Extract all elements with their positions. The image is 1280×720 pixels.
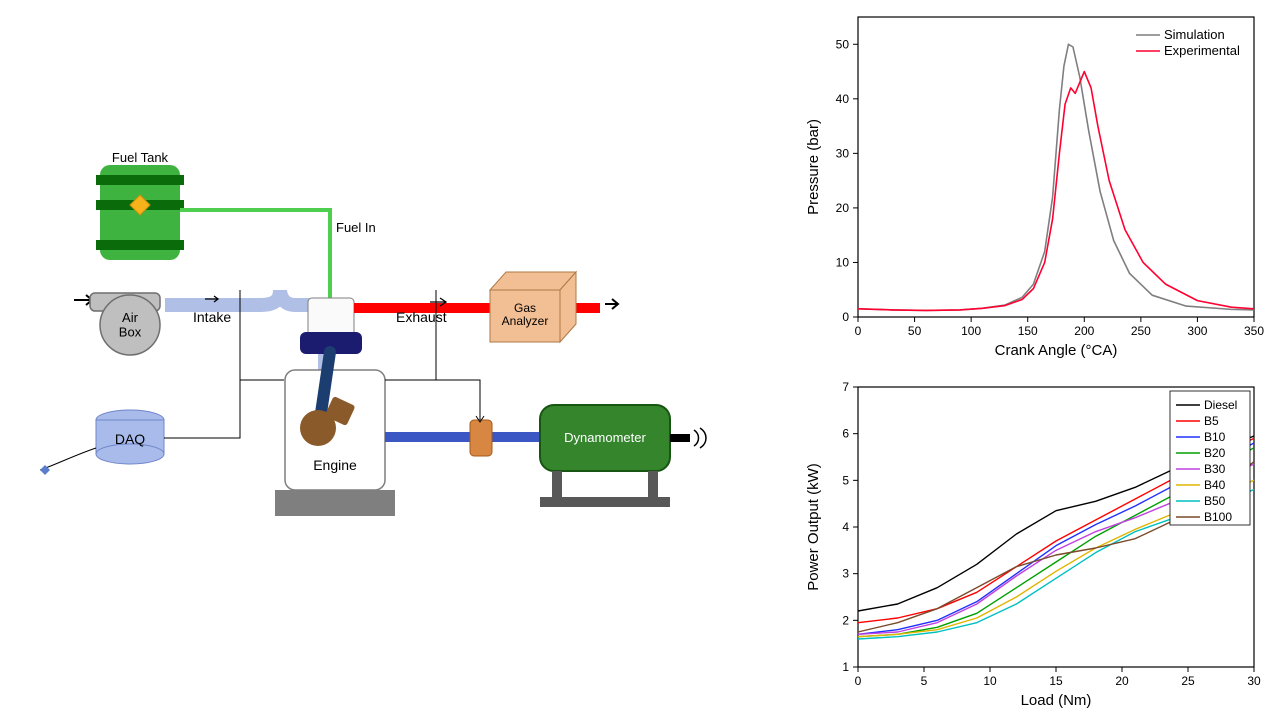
figure-canvas: IntakeAirBoxFuel TankFuel InEngineExhaus… xyxy=(0,0,1280,720)
engine-base xyxy=(275,490,395,516)
power-chart: 0 5 10 15 20 25 30 1 2 3 4 5 6 7 Load (Nm) Power Output… xyxy=(805,380,1261,709)
y-tick-label: 2 xyxy=(842,613,849,627)
fuel-tank-label: Fuel Tank xyxy=(112,150,169,165)
x-tick-label: 100 xyxy=(961,324,981,338)
y-tick-label: 5 xyxy=(842,473,849,487)
exhaust-arrow-icon xyxy=(605,299,618,309)
x-tick-label: 15 xyxy=(1049,674,1063,688)
x-tick-label: 5 xyxy=(921,674,928,688)
y-tick-label: 20 xyxy=(836,201,850,215)
y-tick-label: 7 xyxy=(842,380,849,394)
drive-shaft xyxy=(385,432,540,442)
daq-label: DAQ xyxy=(115,431,145,447)
y-tick-label: 30 xyxy=(836,146,850,160)
engine-schematic: IntakeAirBoxFuel TankFuel InEngineExhaus… xyxy=(40,150,706,516)
x-tick-label: 250 xyxy=(1131,324,1151,338)
legend-label: B40 xyxy=(1204,478,1226,492)
dyno-stand xyxy=(540,497,670,507)
legend-label: B5 xyxy=(1204,414,1219,428)
x-tick-label: 200 xyxy=(1074,324,1094,338)
y-axis-label: Pressure (bar) xyxy=(805,119,822,215)
x-tick-label: 350 xyxy=(1244,324,1264,338)
intake-label: Intake xyxy=(193,309,231,325)
x-tick-label: 10 xyxy=(983,674,997,688)
coupling xyxy=(470,420,492,456)
legend-label: Diesel xyxy=(1204,398,1237,412)
legend-label: B30 xyxy=(1204,462,1226,476)
y-tick-label: 4 xyxy=(842,520,849,534)
legend-label: Experimental xyxy=(1164,43,1240,58)
x-tick-label: 25 xyxy=(1181,674,1195,688)
x-tick-label: 50 xyxy=(908,324,922,338)
exhaust-label: Exhaust xyxy=(396,309,447,325)
y-tick-label: 0 xyxy=(842,310,849,324)
y-axis-label: Power Output (kW) xyxy=(805,463,822,591)
x-tick-label: 300 xyxy=(1187,324,1207,338)
engine-label: Engine xyxy=(313,457,357,473)
x-tick-label: 30 xyxy=(1247,674,1261,688)
x-tick-label: 0 xyxy=(855,674,862,688)
legend-label: B10 xyxy=(1204,430,1226,444)
y-tick-label: 6 xyxy=(842,427,849,441)
signal-wire xyxy=(385,380,480,420)
x-tick-label: 20 xyxy=(1115,674,1129,688)
dynamometer-label: Dynamometer xyxy=(564,430,646,445)
legend-label: B100 xyxy=(1204,510,1232,524)
plot-area xyxy=(858,17,1254,317)
x-tick-label: 150 xyxy=(1018,324,1038,338)
x-axis-label: Crank Angle (°CA) xyxy=(995,342,1118,359)
legend-label: Simulation xyxy=(1164,27,1225,42)
rotation-icon xyxy=(694,428,706,448)
pressure-chart: 0 50 100 150 200 250 300 350 0 10 20 30 40 50 Crank An… xyxy=(805,17,1264,359)
fuel-line xyxy=(180,210,330,298)
y-tick-label: 40 xyxy=(836,92,850,106)
x-axis-label: Load (Nm) xyxy=(1021,692,1092,709)
legend-label: B20 xyxy=(1204,446,1226,460)
legend-label: B50 xyxy=(1204,494,1226,508)
signal-wire xyxy=(164,380,284,438)
y-tick-label: 50 xyxy=(836,37,850,51)
y-tick-label: 10 xyxy=(836,255,850,269)
fuel-in-label: Fuel In xyxy=(336,220,376,235)
y-tick-label: 1 xyxy=(842,660,849,674)
x-tick-label: 0 xyxy=(855,324,862,338)
daq-cable xyxy=(40,448,96,470)
y-tick-label: 3 xyxy=(842,567,849,581)
